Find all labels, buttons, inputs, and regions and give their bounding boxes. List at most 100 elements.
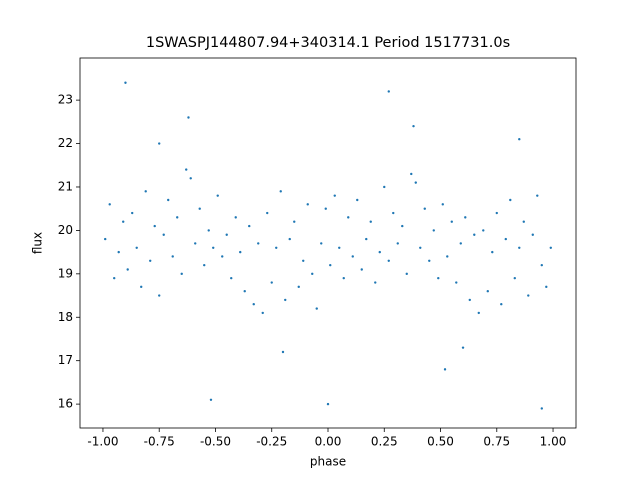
data-point: [203, 263, 206, 267]
data-point: [117, 250, 120, 254]
data-point: [135, 246, 138, 249]
data-point: [351, 255, 354, 258]
data-point: [549, 246, 552, 249]
data-point: [369, 220, 372, 223]
data-point: [189, 177, 192, 180]
data-point: [437, 276, 440, 280]
chart-title: 1SWASPJ144807.94+340314.1 Period 1517731…: [146, 35, 510, 51]
data-point: [545, 285, 548, 289]
data-point: [207, 229, 210, 232]
data-point: [104, 237, 107, 241]
data-point: [531, 233, 534, 236]
data-point: [281, 350, 285, 354]
data-point: [540, 263, 543, 267]
x-tick-label: -0.25: [256, 435, 287, 449]
data-point: [410, 172, 413, 176]
data-point: [311, 272, 314, 276]
data-point: [356, 198, 359, 202]
x-tick-label: 0.00: [315, 435, 342, 449]
data-point: [414, 181, 417, 184]
y-tick-label: 20: [58, 223, 73, 237]
data-point: [461, 346, 465, 349]
data-point: [518, 138, 521, 141]
data-point: [491, 250, 494, 254]
data-point: [378, 250, 381, 254]
data-point: [509, 198, 512, 202]
data-point: [306, 203, 309, 206]
data-point: [522, 220, 525, 223]
y-tick-label: 21: [58, 179, 73, 193]
data-point: [387, 259, 390, 263]
data-point: [518, 246, 521, 249]
data-point: [423, 207, 426, 210]
data-point: [171, 255, 174, 258]
x-tick-label: 0.75: [483, 435, 510, 449]
data-point: [162, 233, 165, 236]
data-point: [513, 276, 516, 280]
data-point: [383, 185, 386, 189]
data-point: [266, 211, 269, 215]
data-point: [412, 124, 415, 128]
data-point: [333, 194, 336, 197]
data-point: [486, 290, 489, 293]
data-point: [257, 242, 260, 245]
data-point: [212, 246, 215, 249]
plot-frame: [79, 57, 577, 429]
data-point: [124, 81, 127, 84]
data-point: [365, 237, 368, 241]
data-point: [468, 298, 471, 302]
data-point: [140, 285, 143, 289]
x-tick-label: 1.00: [540, 435, 567, 449]
data-point: [387, 90, 390, 93]
data-point: [158, 294, 161, 297]
data-point: [113, 276, 116, 280]
data-point: [187, 116, 190, 119]
data-point: [185, 168, 188, 171]
data-point: [450, 220, 453, 223]
data-point: [261, 311, 264, 315]
data-point: [396, 242, 399, 245]
data-point: [122, 220, 125, 223]
data-point: [338, 246, 341, 249]
data-point: [216, 194, 219, 197]
data-point: [131, 211, 134, 215]
data-point: [234, 216, 237, 219]
y-tick-label: 19: [58, 266, 73, 280]
data-point: [225, 233, 228, 236]
y-tick-label: 23: [58, 93, 73, 107]
y-tick-label: 17: [58, 353, 73, 367]
x-tick-label: 0.25: [371, 435, 398, 449]
data-point: [347, 216, 350, 219]
data-point: [293, 220, 296, 223]
data-point: [221, 255, 224, 258]
data-point: [194, 242, 197, 245]
data-point: [243, 290, 246, 293]
data-point: [329, 263, 332, 267]
data-point: [326, 402, 330, 406]
data-point: [446, 255, 449, 258]
x-tick-label: -0.75: [144, 435, 175, 449]
data-point: [455, 281, 458, 284]
data-point: [167, 198, 170, 202]
y-tick-label: 22: [58, 136, 73, 150]
data-point: [473, 233, 476, 236]
data-point: [320, 242, 323, 245]
y-tick-label: 18: [58, 310, 73, 324]
data-point: [401, 224, 404, 228]
data-point: [500, 303, 503, 306]
x-tick-label: -1.00: [87, 435, 118, 449]
data-point: [428, 259, 431, 263]
data-point: [443, 368, 447, 371]
data-point: [324, 207, 327, 210]
data-point: [275, 246, 278, 249]
y-tick-label: 16: [58, 397, 73, 411]
data-point: [198, 207, 201, 210]
data-point: [126, 268, 129, 271]
data-point: [279, 190, 282, 193]
data-point: [209, 398, 213, 401]
data-point: [419, 246, 422, 249]
data-point: [302, 259, 305, 263]
x-tick-label: 0.50: [427, 435, 454, 449]
data-point: [252, 303, 255, 306]
